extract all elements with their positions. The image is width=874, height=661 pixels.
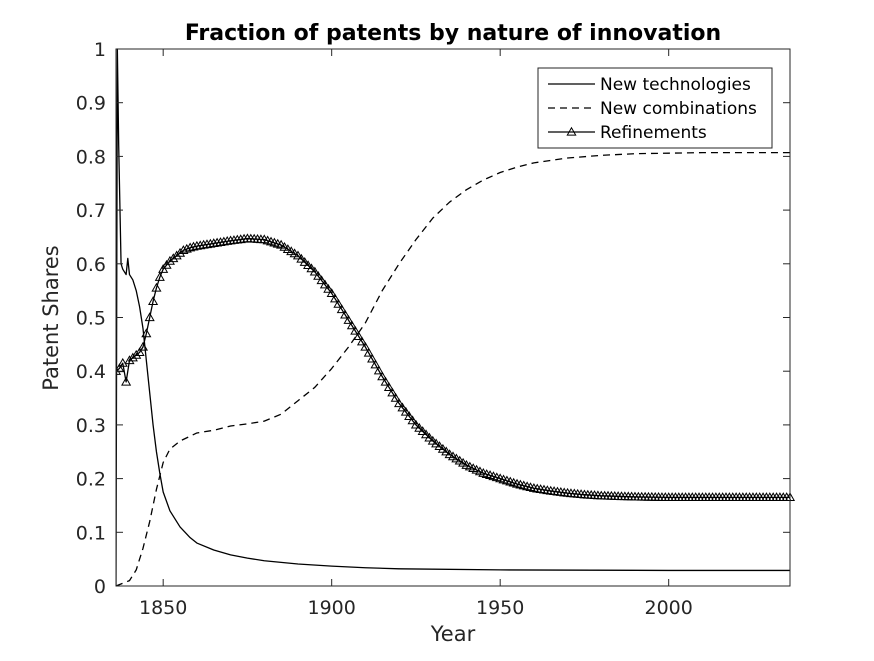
series-line	[116, 153, 790, 586]
series-line	[116, 239, 790, 498]
x-tick-label: 1900	[308, 597, 356, 619]
y-tick-label: 1	[94, 39, 106, 61]
y-tick-label: 0.6	[76, 254, 106, 276]
y-tick-label: 0.2	[76, 469, 106, 491]
series-refinements	[112, 234, 794, 500]
x-tick-label: 1850	[139, 597, 187, 619]
x-axis-label: Year	[430, 622, 476, 646]
series-new-combinations	[116, 153, 790, 586]
y-tick-label: 0	[94, 576, 106, 598]
y-axis-label: Patent Shares	[39, 245, 63, 391]
chart-title: Fraction of patents by nature of innovat…	[185, 21, 721, 46]
x-tick-label: 2000	[645, 597, 693, 619]
y-tick-label: 0.8	[76, 146, 106, 168]
legend: New technologies New combinations Refineme…	[538, 68, 772, 148]
legend-label: Refinements	[600, 123, 707, 143]
legend-label: New technologies	[600, 75, 751, 95]
y-tick-label: 0.4	[76, 361, 106, 383]
y-tick-label: 0.7	[76, 200, 106, 222]
y-tick-label: 0.9	[76, 93, 106, 115]
x-tick-label: 1950	[476, 597, 524, 619]
y-tick-label: 0.1	[76, 522, 106, 544]
legend-label: New combinations	[600, 99, 757, 119]
y-tick-label: 0.3	[76, 415, 106, 437]
y-tick-label: 0.5	[76, 308, 106, 330]
